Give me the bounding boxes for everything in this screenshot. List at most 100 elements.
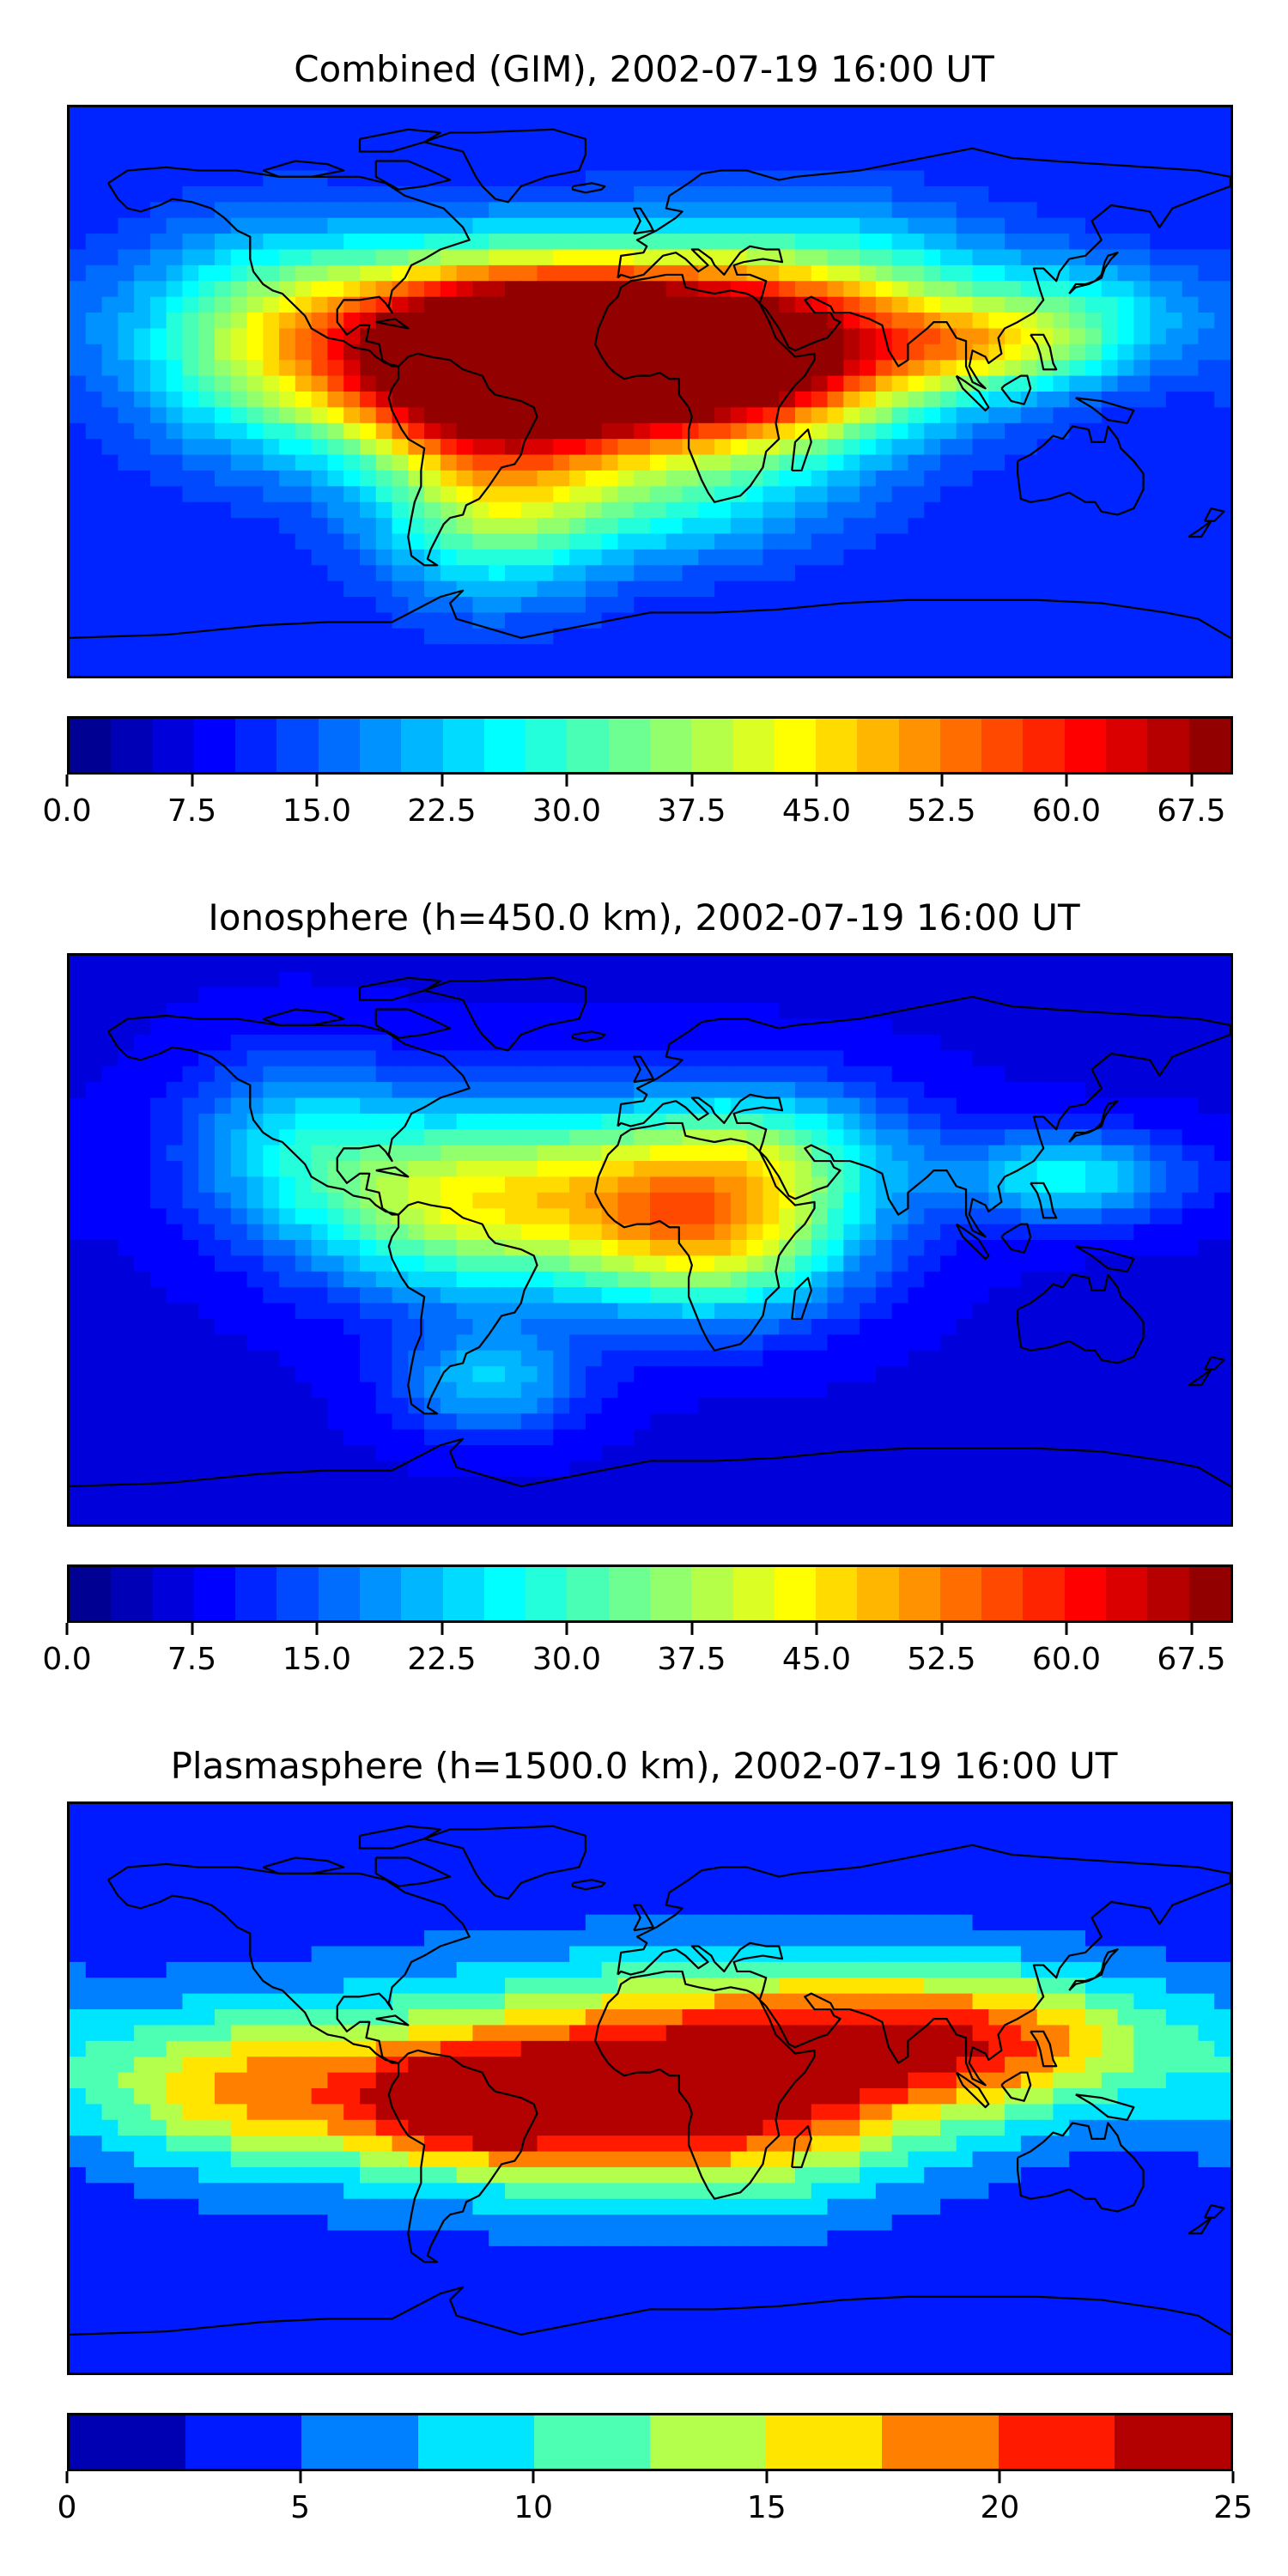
coastline: [374, 160, 452, 191]
colorbar-tick-label: 37.5: [657, 793, 726, 829]
colorbar-cell: [193, 719, 236, 772]
coastline: [70, 589, 1230, 639]
field-layer: [70, 956, 1230, 1524]
colorbar-tick-label: 20: [980, 2490, 1020, 2525]
colorbar-tick: [690, 775, 693, 787]
colorbar-cell: [998, 2415, 1115, 2469]
panel-1-map: [67, 105, 1233, 678]
colorbar-tick-label: 52.5: [907, 1642, 976, 1677]
field-layer: [70, 107, 1230, 676]
colorbar-tick: [65, 1623, 69, 1635]
colorbar-tick: [315, 1623, 319, 1635]
colorbar-tick: [65, 2471, 69, 2483]
colorbar-tick: [191, 775, 193, 787]
coastline: [1188, 2216, 1212, 2235]
colorbar-cell: [1188, 1567, 1230, 1620]
coastline: [1017, 2122, 1145, 2213]
coastline: [422, 1825, 587, 1900]
colorbar-tick-label: 5: [290, 2490, 311, 2525]
coastline: [1075, 397, 1135, 424]
colorbar-cell: [1064, 1567, 1107, 1620]
panel-2-title: Ionosphere (h=450.0 km), 2002-07-19 16:0…: [208, 896, 1080, 939]
coastline: [1188, 1368, 1212, 1387]
colorbar-cell: [359, 1567, 402, 1620]
colorbar-cell: [111, 1567, 153, 1620]
colorbar-tick: [815, 1623, 818, 1635]
coastline: [594, 1970, 816, 2200]
colorbar-cell: [1147, 719, 1189, 772]
colorbar-cell: [816, 719, 858, 772]
coastline: [791, 2125, 812, 2169]
colorbar-tick: [65, 775, 69, 787]
panel-2-map: [67, 953, 1233, 1527]
coastline: [791, 428, 812, 472]
colorbar-cell: [417, 2415, 534, 2469]
panel-3-title: Plasmasphere (h=1500.0 km), 2002-07-19 1…: [170, 1745, 1118, 1787]
coastline: [571, 182, 606, 194]
coastline: [262, 160, 345, 179]
coastline: [955, 2071, 990, 2109]
coastline: [358, 128, 442, 153]
colorbar-cell: [1023, 1567, 1065, 1620]
colorbar-cell: [567, 1567, 609, 1620]
colorbar-cell: [526, 1567, 568, 1620]
coastline: [107, 1014, 471, 1216]
coastline: [375, 318, 410, 330]
coastline: [791, 1277, 812, 1321]
colorbar-tick: [1065, 775, 1068, 787]
colorbar-cell: [857, 719, 899, 772]
colorbar-cell: [401, 1567, 443, 1620]
colorbar-cell: [483, 719, 526, 772]
colorbar-cell: [442, 719, 484, 772]
colorbar-cell: [857, 1567, 899, 1620]
coastline: [633, 1904, 654, 1932]
coastline: [107, 166, 471, 368]
colorbar-cell: [70, 2415, 186, 2469]
colorbar-cell: [235, 1567, 277, 1620]
colorbar-cell: [318, 1567, 360, 1620]
colorbar-tick-label: 60.0: [1031, 793, 1102, 829]
coastline: [374, 1008, 452, 1039]
colorbar-cell: [608, 1567, 650, 1620]
colorbar-tick-label: 60.0: [1031, 1642, 1102, 1677]
coastline: [1075, 1245, 1135, 1273]
colorbar-tick-label: 15.0: [282, 1642, 352, 1677]
colorbar-tick: [565, 1623, 568, 1635]
colorbar-cell: [533, 2415, 651, 2469]
coastline: [633, 207, 654, 235]
panel-3-colorbar: [67, 2413, 1233, 2471]
colorbar-tick: [1190, 1623, 1193, 1635]
colorbar-tick-label: 22.5: [407, 1642, 477, 1677]
panel-3-map: [67, 1801, 1233, 2375]
panel-2-colorbar-ticks: 0.0 7.5 15.0 22.5 30.0 37.5 45.0 52.5 60.0 67.5: [42, 1623, 1233, 1677]
coastline: [1017, 425, 1145, 516]
colorbar-tick-label: 67.5: [1157, 793, 1226, 829]
colorbar-tick-label: 30.0: [532, 1642, 602, 1677]
colorbar-cell: [1106, 1567, 1148, 1620]
coastline: [70, 1437, 1230, 1487]
colorbar-cell: [401, 719, 443, 772]
colorbar-cell: [526, 719, 568, 772]
coastline: [107, 1862, 471, 2064]
panel-3-colorbar-ticks: 0 5 10 15 20 25: [58, 2471, 1253, 2525]
colorbar-tick-label: 10: [513, 2490, 554, 2525]
colorbar-tick-label: 15: [746, 2490, 787, 2525]
coastline: [422, 976, 587, 1052]
colorbar-tick-label: 37.5: [657, 1642, 726, 1677]
colorbar-tick: [815, 775, 818, 787]
coastline: [387, 352, 538, 567]
colorbar-tick-label: 0: [57, 2490, 77, 2525]
colorbar-tick: [299, 2471, 302, 2483]
colorbar-cell: [70, 719, 112, 772]
coastline: [955, 1223, 990, 1261]
coastline: [70, 2286, 1230, 2336]
colorbar-tick: [998, 2471, 1001, 2483]
colorbar-cell: [608, 719, 650, 772]
colorbar-cell: [816, 1567, 858, 1620]
colorbar-cell: [939, 719, 982, 772]
panel-2-map-svg: [70, 956, 1230, 1524]
colorbar-cell: [939, 1567, 982, 1620]
coastline: [387, 1200, 538, 1415]
coastline: [358, 1825, 442, 1850]
coastline: [617, 147, 1230, 390]
